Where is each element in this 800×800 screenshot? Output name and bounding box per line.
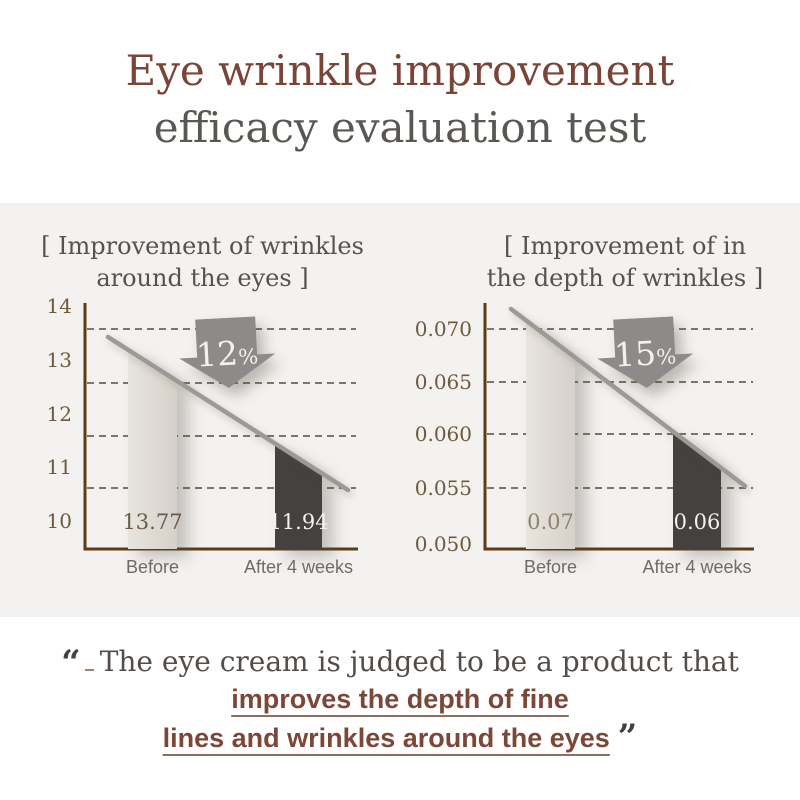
axis-lines [483,303,754,551]
chart-title-line: around the eyes ] [96,263,309,292]
improvement-arrow: 15% [597,316,694,388]
bar-value-label: 0.07 [527,510,574,534]
trend-line [508,306,748,489]
axis-lines [83,303,358,551]
improvement-arrow: 12% [179,316,276,388]
quote-bold-text: lines and wrinkles around the eyes [162,723,610,753]
y-tick-label: 10 [47,509,72,533]
page-title-line2: efficacy evaluation test [153,103,647,152]
category-label: After 4 weeks [642,557,751,577]
chart-title-line: [ Improvement of wrinkles [41,232,364,260]
improvement-percent: 12% [195,332,259,374]
conclusion-quote: “ The eye cream is judged to be a product… [0,641,800,757]
quote-bold-text: improves the depth of fine [231,684,569,714]
category-label: Before [126,557,179,577]
down-arrow-icon [597,316,694,388]
y-tick-label: 11 [47,455,72,479]
quote-text: The eye cream is judged to be a product … [99,645,739,678]
category-label: After 4 weeks [244,557,353,577]
page-title: Eye wrinkle improvement efficacy evaluat… [0,42,800,156]
bar-before [128,349,177,549]
y-tick-label: 14 [47,294,72,318]
wrinkle-depth-chart-title: [ Improvement of in the depth of wrinkle… [445,231,800,294]
y-tick-label: 12 [47,402,72,426]
wrinkle-count-chart-block: [ Improvement of wrinkles around the eye… [0,203,400,617]
bar-after-4-weeks [275,443,322,549]
quote-line1: “ The eye cream is judged to be a product… [0,641,800,683]
y-tick-label: 0.070 [415,317,472,341]
wrinkle-depth-chart: 0.070 0.065 0.060 0.055 0.050 15% 0.07 Before 0.… [415,303,754,577]
y-tick-label: 0.065 [415,370,472,394]
chart-title-line: the depth of wrinkles ] [486,263,764,292]
wrinkle-count-chart-title: [ Improvement of wrinkles around the eye… [30,231,375,294]
chart-title-line: [ Improvement of in [503,232,747,260]
open-quote: “ [61,643,81,683]
improvement-percent: 15% [613,332,677,374]
charts-band: [ Improvement of wrinkles around the eye… [0,203,800,617]
y-tick-label: 13 [47,348,72,372]
trend-line [105,334,351,493]
wrinkle-count-chart: 14 13 12 11 10 12% 13.77 Before 11.94 After 4 wee… [47,294,358,577]
wrinkle-depth-chart-block: [ Improvement of in the depth of wrinkle… [400,203,800,617]
down-arrow-icon [179,316,276,388]
page-title-line1: Eye wrinkle improvement [125,46,675,95]
bar-before [526,320,575,549]
close-quote: ” [617,717,638,757]
category-label: Before [524,557,577,577]
bar-value-label: 13.77 [122,510,182,534]
bar-value-label: 0.06 [674,510,721,534]
quote-bold-line1: improves the depth of fine [0,681,800,718]
y-tick-label: 0.050 [415,532,472,556]
bar-value-label: 11.94 [268,510,328,534]
underline-mark [84,669,94,671]
y-tick-label: 0.055 [415,476,472,500]
y-tick-label: 0.060 [415,422,472,446]
quote-bold-line2: lines and wrinkles around the eyes” [0,718,800,757]
